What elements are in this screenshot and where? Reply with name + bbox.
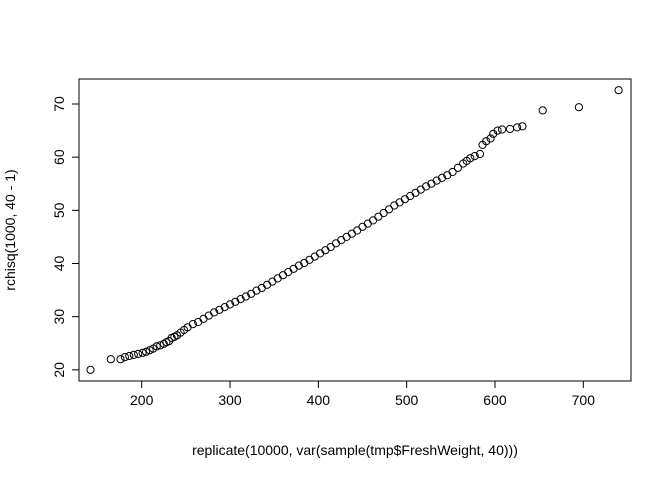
data-point xyxy=(498,125,507,134)
x-tick-label: 300 xyxy=(218,392,242,408)
x-axis-title: replicate(10000, var(sample(tmp$FreshWei… xyxy=(192,442,518,458)
data-point xyxy=(453,163,462,172)
y-tick-label: 60 xyxy=(51,149,67,165)
x-tick-label: 200 xyxy=(130,392,154,408)
y-tick-label: 50 xyxy=(51,202,67,218)
data-point xyxy=(125,351,134,361)
data-point xyxy=(106,355,115,364)
data-point xyxy=(614,86,623,95)
data-points xyxy=(86,86,623,374)
data-point xyxy=(513,123,522,132)
data-point xyxy=(384,205,394,214)
data-point xyxy=(86,365,95,374)
data-point xyxy=(466,154,475,163)
data-point xyxy=(210,308,219,317)
data-point xyxy=(152,342,161,351)
data-point xyxy=(574,103,584,112)
x-tick-label: 400 xyxy=(307,392,331,408)
data-point xyxy=(470,152,479,161)
y-axis: 20 30 40 50 60 70 xyxy=(51,96,80,378)
y-tick-label: 30 xyxy=(51,309,67,325)
data-point xyxy=(448,167,457,177)
data-point xyxy=(518,122,527,131)
data-point xyxy=(142,347,151,356)
data-point xyxy=(482,137,491,146)
data-point xyxy=(437,173,447,182)
data-point xyxy=(432,176,441,185)
x-tick-label: 500 xyxy=(395,392,419,408)
data-point xyxy=(129,350,138,359)
data-point xyxy=(252,286,261,295)
y-tick-label: 70 xyxy=(51,96,67,112)
data-point xyxy=(138,348,147,357)
data-point xyxy=(220,303,229,312)
data-point xyxy=(188,320,197,329)
data-point xyxy=(116,355,125,364)
data-point xyxy=(486,134,495,143)
y-axis-title: rchisq(1000, 40 - 1) xyxy=(2,169,18,290)
data-point xyxy=(231,297,240,306)
data-point xyxy=(422,182,431,191)
data-point xyxy=(493,126,502,135)
x-tick-label: 700 xyxy=(572,392,596,408)
data-point xyxy=(225,300,235,309)
data-point xyxy=(134,349,143,358)
data-point xyxy=(475,149,485,159)
data-point xyxy=(294,261,303,270)
data-point xyxy=(236,295,245,304)
y-tick-label: 40 xyxy=(51,255,67,271)
x-axis: 200 300 400 500 600 700 xyxy=(130,380,596,408)
data-point xyxy=(241,292,250,301)
data-point xyxy=(538,106,547,115)
data-point xyxy=(120,353,130,362)
y-tick-label: 20 xyxy=(51,362,67,378)
data-point xyxy=(215,305,224,314)
x-tick-label: 600 xyxy=(483,392,507,408)
